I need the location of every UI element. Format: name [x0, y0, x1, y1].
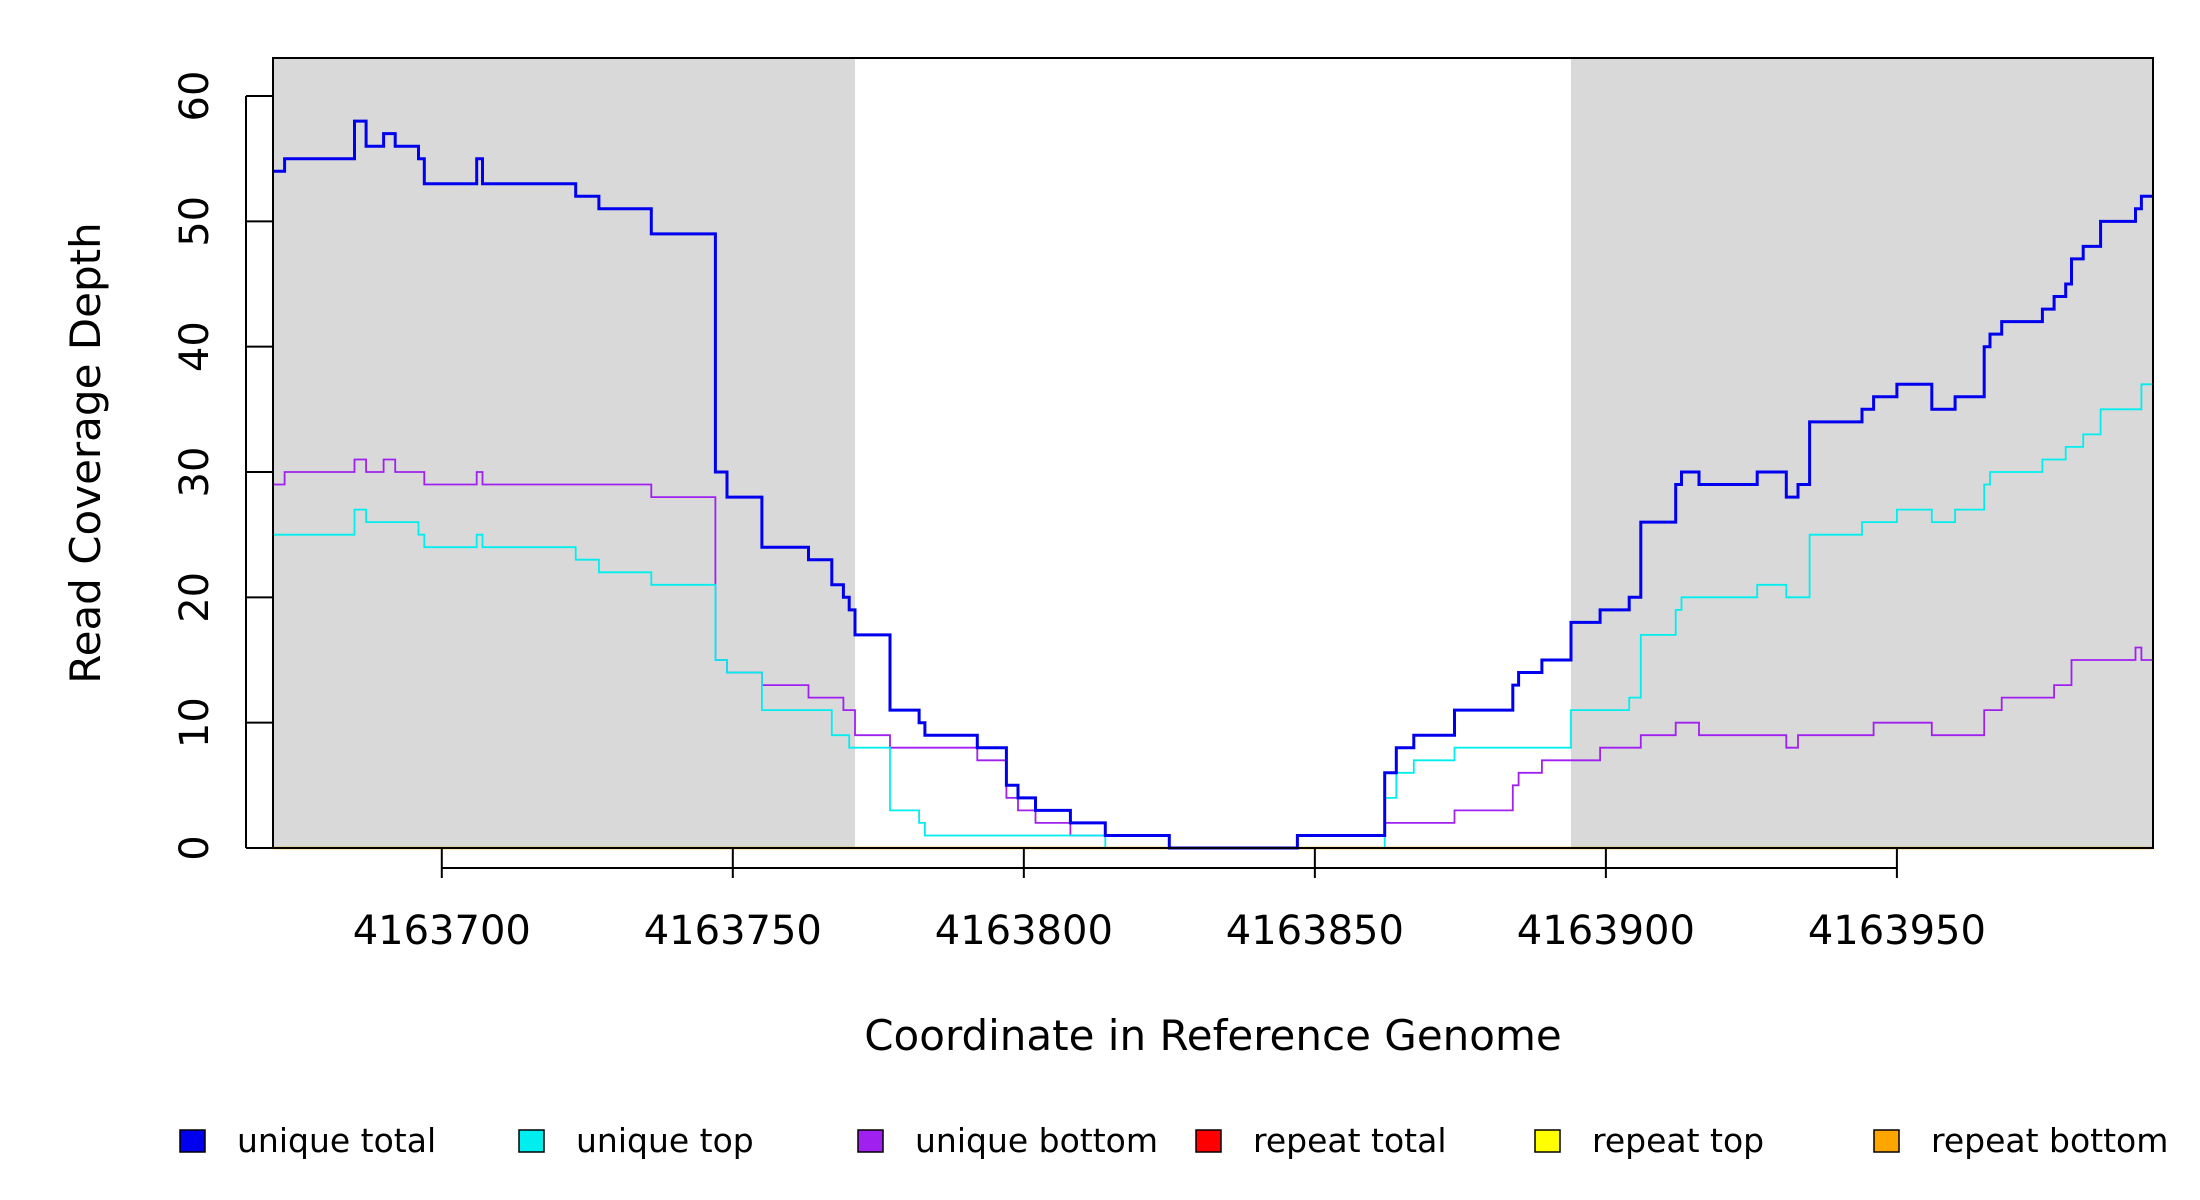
y-tick-label: 50	[172, 196, 218, 247]
legend-swatch	[518, 1129, 545, 1153]
legend-swatch	[857, 1129, 884, 1153]
x-tick-label: 4163950	[1808, 908, 1986, 954]
y-tick-label: 10	[172, 697, 218, 748]
legend-label: unique top	[576, 1121, 754, 1160]
x-axis-title: Coordinate in Reference Genome	[864, 1011, 1562, 1060]
y-tick-label: 40	[172, 321, 218, 372]
shaded-region-1	[273, 58, 856, 848]
legend: unique total unique top unique bottom repea…	[179, 1121, 2168, 1160]
legend-swatch	[1534, 1129, 1561, 1153]
y-axis: 0 10 20 30 40 50 60	[172, 71, 273, 861]
series-unique-total	[273, 119, 2153, 850]
y-tick-label: 30	[172, 447, 218, 498]
shaded-regions	[273, 58, 2153, 848]
x-tick-label: 4163750	[644, 908, 822, 954]
legend-label: repeat top	[1592, 1121, 1764, 1160]
legend-swatch	[179, 1129, 206, 1153]
legend-label: unique total	[237, 1121, 436, 1160]
x-tick-label: 4163700	[353, 908, 531, 954]
y-tick-label: 0	[172, 835, 218, 860]
x-tick-label: 4163900	[1517, 908, 1695, 954]
y-tick-label: 60	[172, 71, 218, 122]
legend-label: unique bottom	[915, 1121, 1158, 1160]
y-tick-label: 20	[172, 572, 218, 623]
x-axis: 4163700 4163750 4163800 4163850 4163900 41639…	[353, 848, 1986, 954]
shaded-region-2	[1570, 58, 2153, 848]
x-tick-label: 4163800	[935, 908, 1113, 954]
plot-frame	[272, 57, 2154, 849]
legend-swatch	[1873, 1129, 1900, 1153]
x-tick-label: 4163850	[1226, 908, 1404, 954]
legend-swatch	[1195, 1129, 1222, 1153]
y-axis-title: Read Coverage Depth	[61, 222, 110, 683]
legend-label: repeat bottom	[1931, 1121, 2168, 1160]
series-unique-top	[273, 383, 2153, 849]
legend-label: repeat total	[1253, 1121, 1447, 1160]
